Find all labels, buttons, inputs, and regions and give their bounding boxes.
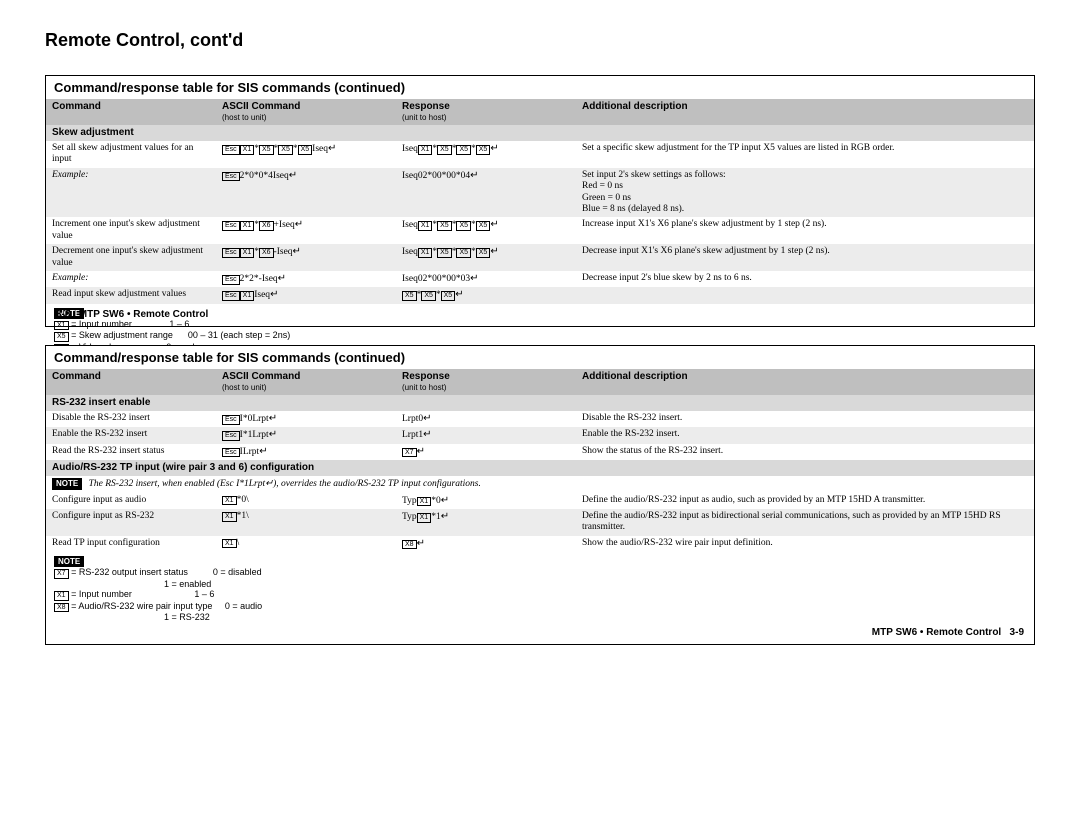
desc-cell: Define the audio/RS-232 input as audio, … [576,493,1034,509]
resp-cell: Lrpt0 [396,411,576,427]
table-row: Increment one input's skew adjustment va… [46,217,1034,244]
cmd-cell: Increment one input's skew adjustment va… [46,217,216,244]
page-footer-38: 3-8 MTP SW6 • Remote Control [46,305,1034,324]
table-row: Disable the RS-232 insert EscI*0Lrpt Lrp… [46,411,1034,427]
resp-cell: Lrpt1 [396,427,576,443]
cmd-cell: Example: [46,271,216,287]
ascii-cell: Esc2*0*0*4Iseq [216,168,396,218]
ascii-cell: X1\ [216,536,396,552]
note-badge: NOTE [54,556,84,567]
cmd-cell: Read input skew adjustment values [46,287,216,303]
footer-text: MTP SW6 • Remote Control [79,309,208,320]
resp-cell: IseqX1*X5*X5*X5 [396,244,576,271]
resp-cell: Iseq02*00*00*04 [396,168,576,218]
hdr-command: Command [52,371,101,382]
resp-cell: Iseq02*00*00*03 [396,271,576,287]
cmd-cell: Read the RS-232 insert status [46,444,216,460]
ascii-cell: X1*1\ [216,509,396,536]
table-row: Read input skew adjustment values EscX1I… [46,287,1034,303]
hdr-response: Response [402,371,450,382]
cmd-cell: Read TP input configuration [46,536,216,552]
resp-cell: TypX1*0 [396,493,576,509]
note-row-39: NOTE The RS-232 insert, when enabled (Es… [46,476,1034,492]
resp-cell: IseqX1*X5*X5*X5 [396,141,576,168]
page-number: 3-9 [1010,627,1024,638]
hdr-ascii: ASCII Command [222,101,300,112]
resp-cell: X7 [396,444,576,460]
desc-cell: Disable the RS-232 insert. [576,411,1034,427]
hdr-response-sub: (unit to host) [402,383,446,392]
page-3-8: Command/response table for SIS commands … [45,75,1035,327]
hdr-response: Response [402,101,450,112]
desc-cell: Decrease input X1's X6 plane's skew adju… [576,244,1034,271]
footer-text: MTP SW6 • Remote Control [872,627,1001,638]
resp-cell: TypX1*1 [396,509,576,536]
ascii-cell: EscILrpt [216,444,396,460]
resp-cell: X8 [396,536,576,552]
ascii-cell: X1*0\ [216,493,396,509]
legend-text: X7 = RS-232 output insert status 0 = dis… [54,567,262,622]
table-row: Read the RS-232 insert status EscILrpt X… [46,444,1034,460]
cmd-cell: Configure input as audio [46,493,216,509]
hdr-ascii: ASCII Command [222,371,300,382]
desc-cell [576,287,1034,303]
resp-cell: X5*X5*X5 [396,287,576,303]
subheader-skew: Skew adjustment [46,125,1034,141]
table-row: Example: Esc2*2*-Iseq Iseq02*00*00*03 De… [46,271,1034,287]
hdr-desc: Additional description [582,101,688,112]
hdr-command: Command [52,101,101,112]
subheader-rs232-enable: RS-232 insert enable [46,395,1034,411]
subheader-audio-rs232: Audio/RS-232 TP input (wire pair 3 and 6… [46,460,1034,476]
section-header-39: Command/response table for SIS commands … [46,346,1034,369]
ascii-cell: EscI*1Lrpt [216,427,396,443]
table-row: Set all skew adjustment values for an in… [46,141,1034,168]
page-title: Remote Control, cont'd [45,30,243,51]
hdr-response-sub: (unit to host) [402,113,446,122]
resp-cell: IseqX1*X5*X5*X5 [396,217,576,244]
cmd-cell: Decrement one input's skew adjustment va… [46,244,216,271]
page-3-9: Command/response table for SIS commands … [45,345,1035,645]
cmd-cell: Enable the RS-232 insert [46,427,216,443]
desc-cell: Enable the RS-232 insert. [576,427,1034,443]
ascii-cell: EscI*0Lrpt [216,411,396,427]
command-table-39: Command ASCII Command(host to unit) Resp… [46,369,1034,552]
note-badge: NOTE [52,478,82,490]
ascii-cell: Esc2*2*-Iseq [216,271,396,287]
page-footer-39: MTP SW6 • Remote Control 3-9 [46,623,1034,642]
desc-cell: Define the audio/RS-232 input as bidirec… [576,509,1034,536]
table-row: Example: Esc2*0*0*4Iseq Iseq02*00*00*04 … [46,168,1034,218]
ascii-cell: EscX1*X6+Iseq [216,217,396,244]
section-header-38: Command/response table for SIS commands … [46,76,1034,99]
table-row: Configure input as RS-232 X1*1\ TypX1*1 … [46,509,1034,536]
desc-cell: Show the audio/RS-232 wire pair input de… [576,536,1034,552]
desc-cell: Set a specific skew adjustment for the T… [576,141,1034,168]
ascii-cell: EscX1Iseq [216,287,396,303]
hdr-desc: Additional description [582,371,688,382]
desc-cell: Increase input X1's X6 plane's skew adju… [576,217,1034,244]
command-table-38: Command ASCII Command(host to unit) Resp… [46,99,1034,304]
hdr-ascii-sub: (host to unit) [222,113,266,122]
cmd-cell: Example: [46,168,216,218]
ascii-cell: EscX1*X6-Iseq [216,244,396,271]
desc-cell: Decrease input 2's blue skew by 2 ns to … [576,271,1034,287]
table-row: Decrement one input's skew adjustment va… [46,244,1034,271]
legend-block-39: NOTE X7 = RS-232 output insert status 0 … [46,552,1034,626]
table-row: Configure input as audio X1*0\ TypX1*0 D… [46,493,1034,509]
page-number: 3-8 [56,309,70,320]
desc-cell: Set input 2's skew settings as follows: … [576,168,1034,218]
ascii-cell: EscX1*X5*X5*X5Iseq [216,141,396,168]
table-row: Enable the RS-232 insert EscI*1Lrpt Lrpt… [46,427,1034,443]
desc-cell: Show the status of the RS-232 insert. [576,444,1034,460]
hdr-ascii-sub: (host to unit) [222,383,266,392]
table-row: Read TP input configuration X1\ X8 Show … [46,536,1034,552]
note-text-39: The RS-232 insert, when enabled (Esc I*1… [89,479,481,489]
cmd-cell: Configure input as RS-232 [46,509,216,536]
cmd-cell: Disable the RS-232 insert [46,411,216,427]
cmd-cell: Set all skew adjustment values for an in… [46,141,216,168]
